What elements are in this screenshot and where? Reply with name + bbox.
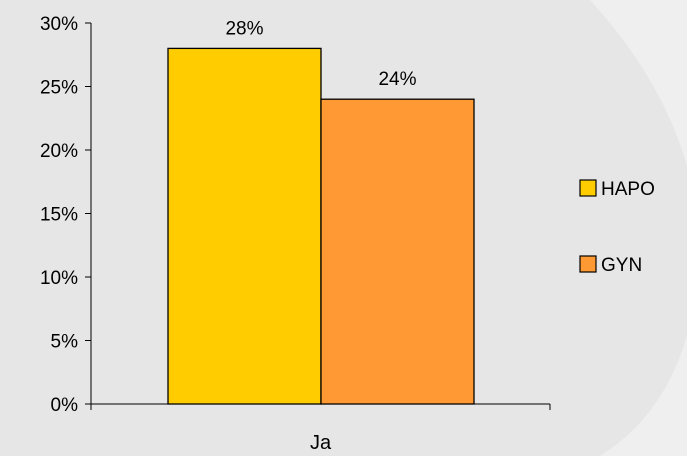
axis-layer: 0% 5% 10% 15% 20% 25% 30%: [40, 14, 551, 416]
bar-gyn-ja: [320, 98, 475, 405]
legend-swatch-hapo: [579, 179, 597, 197]
y-tick-label: 25%: [40, 78, 78, 99]
bar-hapo-ja: [167, 47, 322, 405]
y-tick-label: 5%: [51, 332, 79, 353]
y-tick-label: 20%: [40, 141, 78, 162]
data-label-hapo: 28%: [225, 18, 263, 39]
y-tick-label: 15%: [40, 205, 78, 226]
y-tick-label: 0%: [51, 395, 79, 416]
legend-label-gyn: GYN: [601, 255, 642, 276]
data-label-gyn: 24%: [378, 69, 416, 90]
y-tick-label: 30%: [40, 14, 78, 35]
background-highlight-stripe: [590, 0, 687, 456]
legend-swatch-gyn: [579, 255, 597, 273]
legend-label-hapo: HAPO: [601, 179, 655, 200]
bars-layer: [167, 47, 475, 405]
y-tick-label: 10%: [40, 268, 78, 289]
legend: HAPO GYN: [579, 179, 655, 276]
labels-layer: 28% 24% Ja: [225, 18, 416, 454]
x-tick-label: Ja: [310, 432, 332, 454]
